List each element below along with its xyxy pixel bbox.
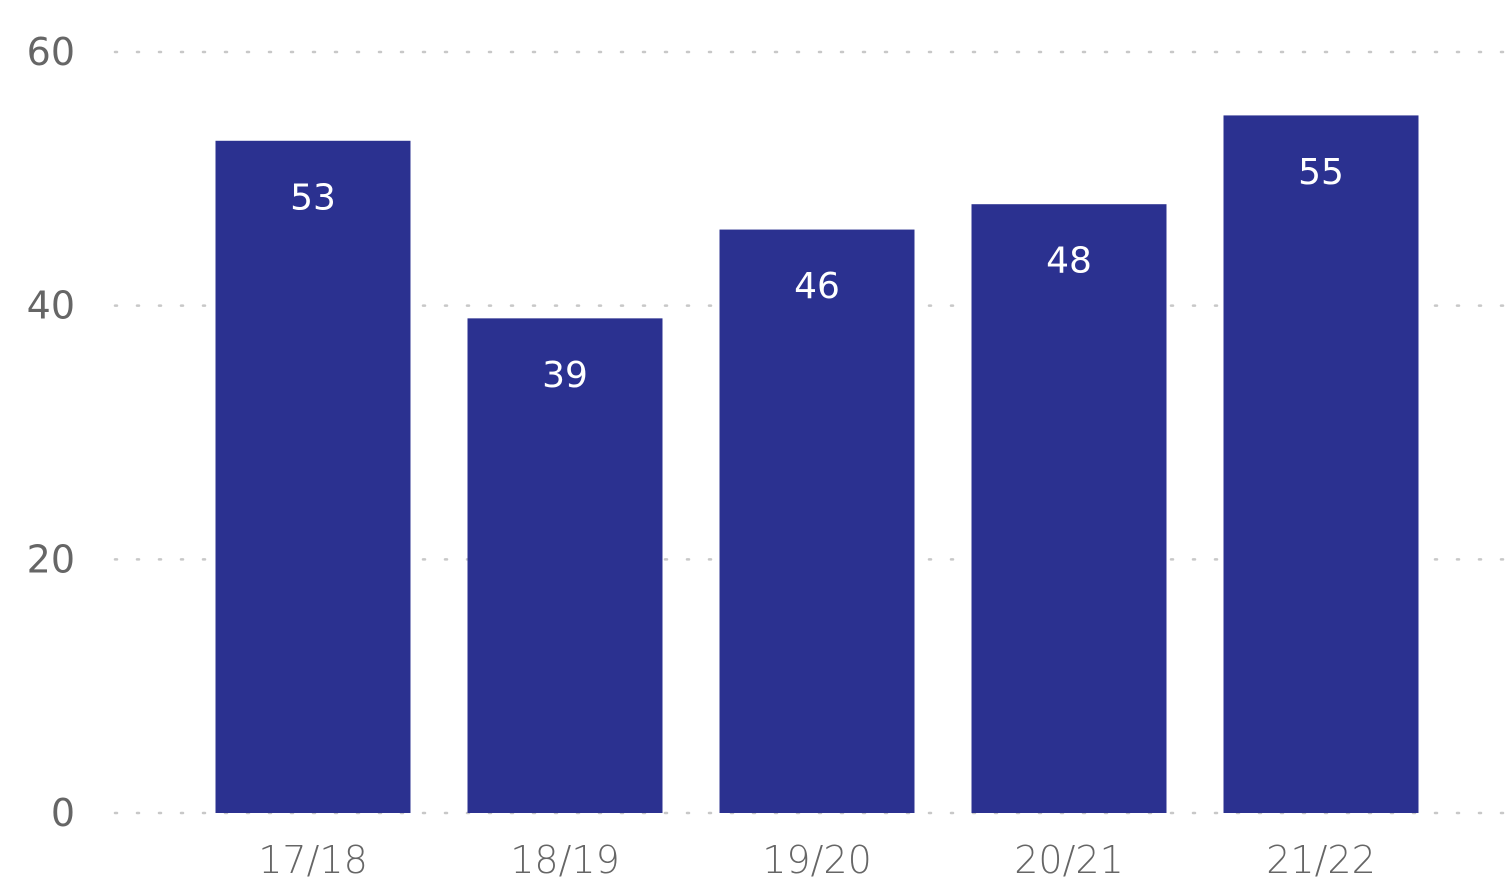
bar-18-19 <box>467 318 663 813</box>
bar-value-label: 39 <box>542 355 588 396</box>
x-tick-label: 17/18 <box>258 838 368 877</box>
bar-value-label: 48 <box>1046 241 1092 282</box>
bar-value-label: 53 <box>290 177 336 218</box>
bar-value-label: 46 <box>794 266 840 307</box>
y-tick-label: 60 <box>27 30 75 74</box>
bars <box>215 115 1419 814</box>
y-tick-label: 0 <box>51 791 75 835</box>
y-tick-label: 20 <box>27 537 75 581</box>
x-tick-label: 20/21 <box>1014 838 1124 877</box>
bar-value-label: 55 <box>1298 152 1344 193</box>
bar-19-20 <box>719 229 915 814</box>
y-tick-label: 40 <box>27 284 75 328</box>
x-tick-label: 18/19 <box>510 838 620 877</box>
bar-21-22 <box>1223 115 1419 813</box>
x-tick-label: 19/20 <box>762 838 872 877</box>
bar-20-21 <box>971 204 1167 813</box>
x-tick-label: 21/22 <box>1266 838 1376 877</box>
y-axis: 0 20 40 60 <box>27 30 75 835</box>
bar-value-labels: 53 39 46 48 55 <box>290 152 1344 396</box>
bar-17-18 <box>215 140 411 814</box>
x-axis: 17/18 18/19 19/20 20/21 21/22 <box>258 838 1376 877</box>
